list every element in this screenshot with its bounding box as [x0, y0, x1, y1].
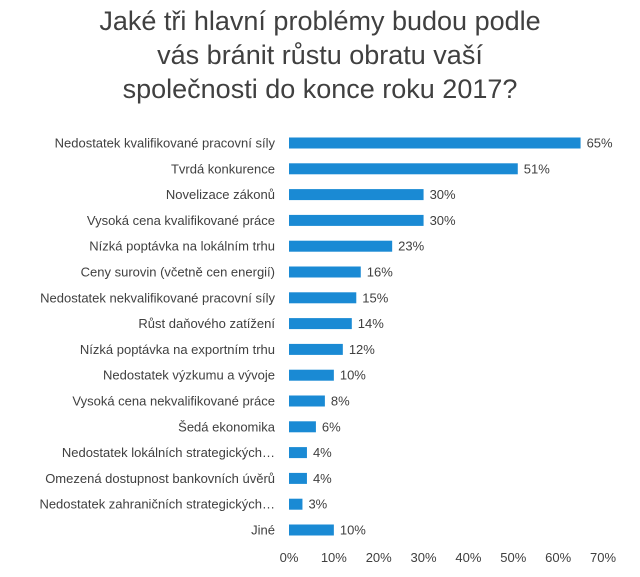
category-label: Jiné — [251, 523, 275, 538]
category-label: Vysoká cena nekvalifikované práce — [72, 394, 275, 409]
bar — [289, 395, 325, 407]
x-tick-label: 20% — [366, 550, 392, 565]
x-tick-label: 40% — [455, 550, 481, 565]
value-label: 14% — [358, 316, 384, 331]
value-labels: 65% 51% 30% 30% 23% 16% 15% 14% 12% 10% 8% 6% 4% 4% 3%… — [308, 136, 613, 538]
bar — [289, 240, 393, 252]
value-label: 30% — [430, 187, 456, 202]
bar — [289, 524, 334, 536]
value-label: 4% — [313, 445, 332, 460]
category-label: Nedostatek zahraničních strategických… — [39, 497, 275, 512]
value-label: 10% — [340, 523, 366, 538]
category-label: Nízká poptávka na exportním trhu — [80, 342, 275, 357]
value-label: 65% — [587, 136, 613, 151]
bar — [289, 421, 316, 433]
category-label: Nedostatek kvalifikované pracovní síly — [55, 136, 276, 151]
x-tick-label: 30% — [411, 550, 437, 565]
category-label: Nedostatek nekvalifikované pracovní síly — [40, 290, 275, 305]
category-label: Růst daňového zatížení — [138, 316, 275, 331]
value-label: 23% — [398, 239, 424, 254]
value-label: 3% — [308, 497, 327, 512]
bar — [289, 189, 424, 201]
bar — [289, 369, 334, 381]
x-axis-ticks: 0% 10% 20% 30% 40% 50% 60% 70% — [280, 550, 617, 565]
bars-layer — [289, 137, 581, 536]
x-tick-label: 60% — [545, 550, 571, 565]
category-label: Šedá ekonomika — [178, 419, 276, 434]
value-label: 4% — [313, 471, 332, 486]
value-label: 12% — [349, 342, 375, 357]
category-label: Vysoká cena kvalifikované práce — [87, 213, 275, 228]
bar — [289, 318, 352, 330]
category-label: Omezená dostupnost bankovních úvěrů — [45, 471, 275, 486]
category-label: Nízká poptávka na lokálním trhu — [89, 239, 275, 254]
value-label: 30% — [430, 213, 456, 228]
value-label: 10% — [340, 368, 366, 383]
x-tick-label: 10% — [321, 550, 347, 565]
bar — [289, 163, 518, 175]
category-label: Nedostatek výzkumu a vývoje — [103, 368, 275, 383]
bar — [289, 498, 303, 510]
bar — [289, 343, 343, 355]
bar — [289, 472, 307, 484]
bar — [289, 266, 361, 278]
category-label: Ceny surovin (včetně cen energií) — [81, 265, 275, 280]
bar — [289, 292, 357, 304]
category-label: Tvrdá konkurence — [171, 161, 275, 176]
value-label: 16% — [367, 265, 393, 280]
value-label: 15% — [362, 290, 388, 305]
category-label: Nedostatek lokálních strategických… — [62, 445, 275, 460]
x-tick-label: 50% — [500, 550, 526, 565]
bar — [289, 214, 424, 226]
x-tick-label: 70% — [590, 550, 616, 565]
x-tick-label: 0% — [280, 550, 299, 565]
category-labels: Nedostatek kvalifikované pracovní síly Tv… — [39, 136, 275, 538]
value-label: 6% — [322, 419, 341, 434]
category-label: Novelizace zákonů — [166, 187, 275, 202]
chart-title: Jaké tři hlavní problémy budou podle vás… — [99, 6, 541, 104]
value-label: 51% — [524, 161, 550, 176]
bar — [289, 447, 307, 459]
bar — [289, 137, 581, 149]
value-label: 8% — [331, 394, 350, 409]
